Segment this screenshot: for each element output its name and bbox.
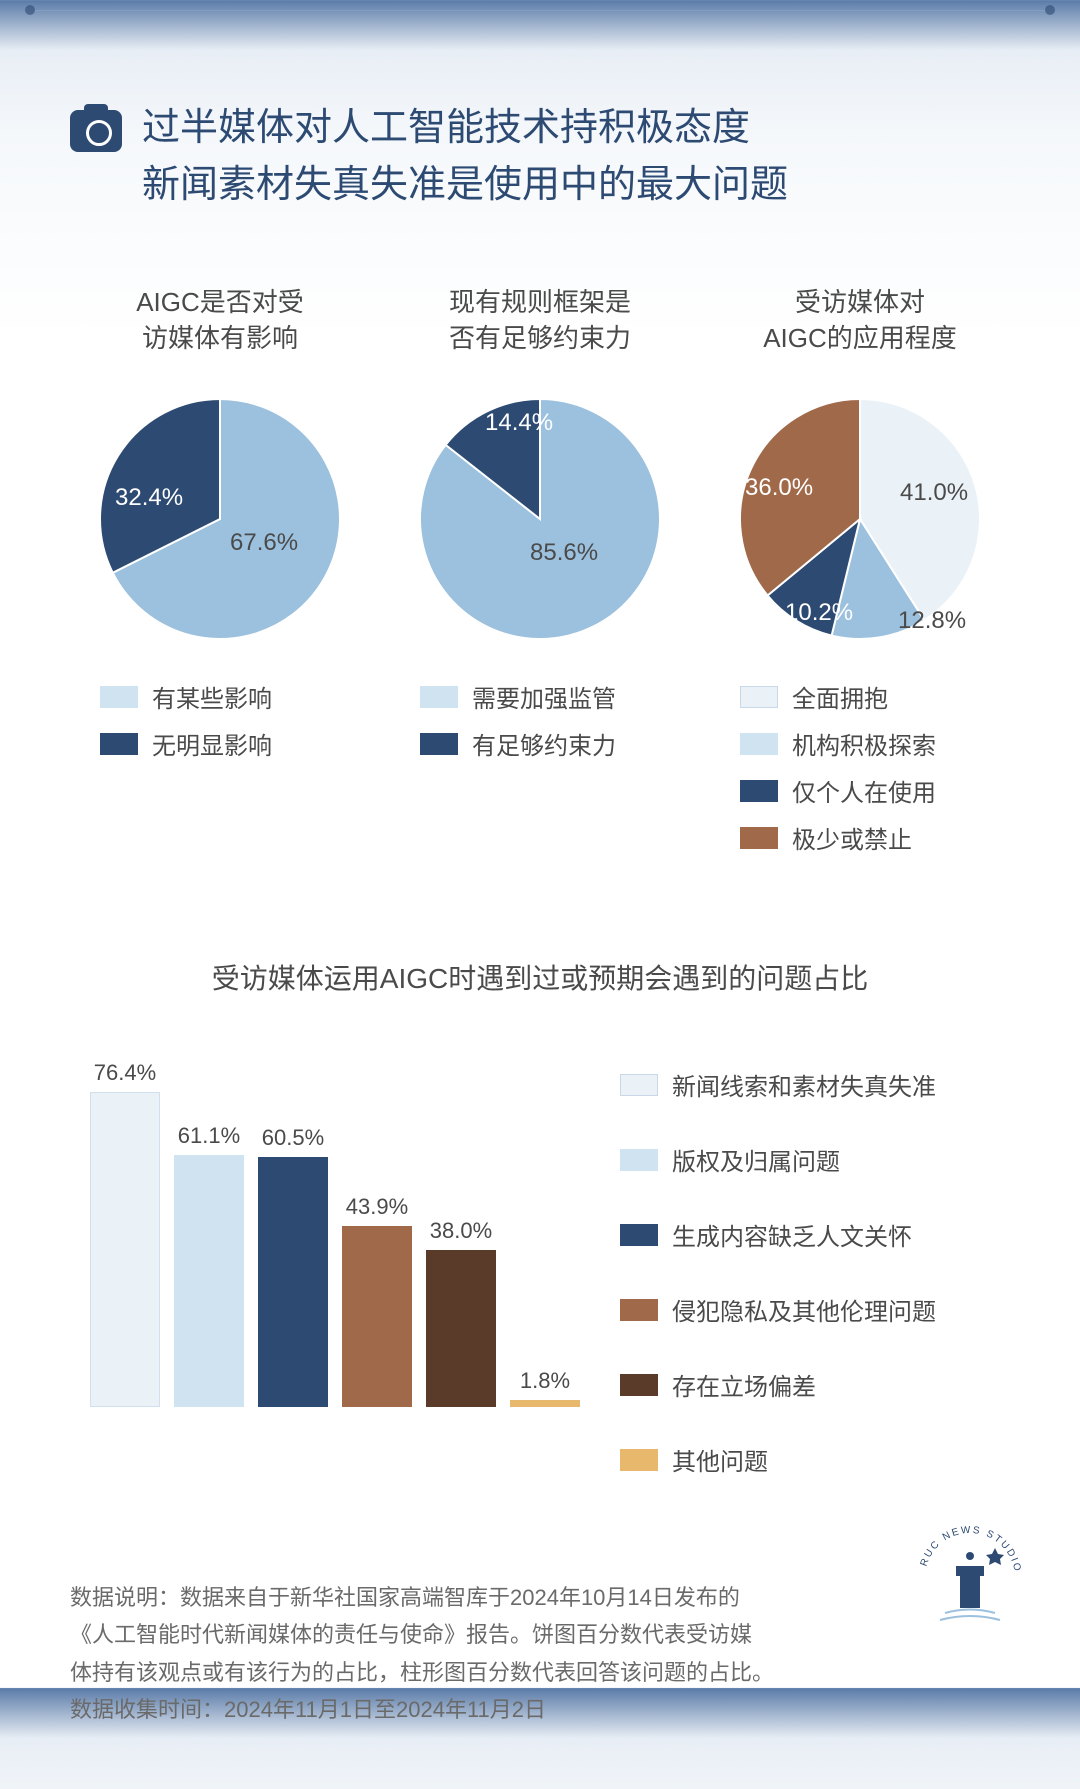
pie-slice-label: 85.6% [530, 539, 598, 567]
bar-rect [174, 1155, 244, 1407]
legend-label: 机构积极探索 [792, 726, 936, 761]
pie-slice-label: 36.0% [745, 474, 813, 502]
legend-item: 仅个人在使用 [740, 773, 1010, 808]
legend-item: 生成内容缺乏人文关怀 [620, 1217, 936, 1252]
pie-title: 受访媒体对AIGC的应用程度 [710, 284, 1010, 359]
legend-swatch [740, 780, 778, 802]
bar-value-label: 61.1% [178, 1123, 240, 1149]
pie-slice-label: 12.8% [898, 607, 966, 635]
legend-item: 机构积极探索 [740, 726, 1010, 761]
footnote-line: 数据说明：数据来自于新华社国家高端智库于2024年10月14日发布的 [70, 1579, 930, 1616]
footnote-line: 数据收集时间：2024年11月1日至2024年11月2日 [70, 1691, 930, 1728]
bar-rect [510, 1400, 580, 1407]
pie-legend: 需要加强监管有足够约束力 [390, 679, 690, 761]
bar-rect [258, 1157, 328, 1407]
legend-item: 有某些影响 [100, 679, 370, 714]
bar-column: 1.8% [510, 1368, 580, 1407]
pie-chart-1: 现有规则框架是否有足够约束力 85.6% 14.4% 需要加强监管有足够约束力 [390, 284, 690, 867]
legend-swatch [740, 733, 778, 755]
footnote-line: 《人工智能时代新闻媒体的责任与使命》报告。饼图百分数代表受访媒 [70, 1616, 930, 1653]
pie-slice-label: 67.6% [230, 529, 298, 557]
legend-swatch [620, 1074, 658, 1096]
legend-item: 存在立场偏差 [620, 1367, 936, 1402]
legend-swatch [620, 1224, 658, 1246]
bar-chart-section: 受访媒体运用AIGC时遇到过或预期会遇到的问题占比 76.4% 61.1% 60… [70, 957, 1010, 1489]
bar-chart-area: 76.4% 61.1% 60.5% 43.9% 38.0% 1.8% [70, 1047, 1010, 1489]
legend-item: 极少或禁止 [740, 820, 1010, 855]
footnote: 数据说明：数据来自于新华社国家高端智库于2024年10月14日发布的《人工智能时… [70, 1579, 930, 1729]
bar-column: 38.0% [426, 1218, 496, 1407]
legend-item: 侵犯隐私及其他伦理问题 [620, 1292, 936, 1327]
legend-label: 极少或禁止 [792, 820, 912, 855]
bar-chart-title: 受访媒体运用AIGC时遇到过或预期会遇到的问题占比 [70, 957, 1010, 997]
pie-slice-label: 14.4% [485, 409, 553, 437]
bar-chart-bars: 76.4% 61.1% 60.5% 43.9% 38.0% 1.8% [90, 1047, 580, 1407]
legend-swatch [620, 1449, 658, 1471]
top-decoration [30, 10, 1050, 40]
legend-label: 有足够约束力 [472, 726, 616, 761]
bar-chart-legend: 新闻线索和素材失真失准 版权及归属问题 生成内容缺乏人文关怀 侵犯隐私及其他伦理… [620, 1047, 936, 1489]
bar-column: 76.4% [90, 1060, 160, 1407]
title-line-1: 过半媒体对人工智能技术持积极态度 [142, 100, 788, 157]
legend-swatch [420, 686, 458, 708]
pie-slice-label: 32.4% [115, 484, 183, 512]
pie-title: AIGC是否对受访媒体有影响 [70, 284, 370, 359]
bar-rect [342, 1226, 412, 1407]
bar-column: 43.9% [342, 1194, 412, 1407]
legend-label: 全面拥抱 [792, 679, 888, 714]
legend-swatch [620, 1149, 658, 1171]
legend-label: 侵犯隐私及其他伦理问题 [672, 1292, 936, 1327]
legend-item: 版权及归属问题 [620, 1142, 936, 1177]
legend-label: 其他问题 [672, 1442, 768, 1477]
legend-label: 版权及归属问题 [672, 1142, 840, 1177]
bar-value-label: 43.9% [346, 1194, 408, 1220]
legend-item: 其他问题 [620, 1442, 936, 1477]
title-line-2: 新闻素材失真失准是使用中的最大问题 [142, 157, 788, 214]
pie-chart-0: AIGC是否对受访媒体有影响 67.6% 32.4% 有某些影响无明显影响 [70, 284, 370, 867]
legend-item: 全面拥抱 [740, 679, 1010, 714]
bar-value-label: 1.8% [520, 1368, 570, 1394]
pie-title: 现有规则框架是否有足够约束力 [390, 284, 690, 359]
bar-value-label: 38.0% [430, 1218, 492, 1244]
bar-value-label: 76.4% [94, 1060, 156, 1086]
legend-label: 生成内容缺乏人文关怀 [672, 1217, 912, 1252]
legend-item: 无明显影响 [100, 726, 370, 761]
footnote-line: 体持有该观点或有该行为的占比，柱形图百分数代表回答该问题的占比。 [70, 1654, 930, 1691]
bar-column: 61.1% [174, 1123, 244, 1407]
legend-swatch [420, 733, 458, 755]
pie-wrap: 41.0% 12.8% 10.2% 36.0% [730, 389, 990, 649]
legend-swatch [740, 686, 778, 708]
pie-chart-2: 受访媒体对AIGC的应用程度 41.0% 12.8% 10.2% 36.0% 全面拥抱… [710, 284, 1010, 867]
legend-swatch [100, 733, 138, 755]
pie-legend: 有某些影响无明显影响 [70, 679, 370, 761]
pie-wrap: 67.6% 32.4% [90, 389, 350, 649]
legend-label: 新闻线索和素材失真失准 [672, 1067, 936, 1102]
legend-label: 仅个人在使用 [792, 773, 936, 808]
legend-swatch [620, 1299, 658, 1321]
bar-rect [90, 1092, 160, 1407]
legend-item: 新闻线索和素材失真失准 [620, 1067, 936, 1102]
bar-column: 60.5% [258, 1125, 328, 1407]
legend-label: 需要加强监管 [472, 679, 616, 714]
pie-charts-row: AIGC是否对受访媒体有影响 67.6% 32.4% 有某些影响无明显影响 现有规… [70, 284, 1010, 867]
page-title: 过半媒体对人工智能技术持积极态度 新闻素材失真失准是使用中的最大问题 [142, 100, 788, 214]
camera-icon [70, 110, 122, 152]
pie-slice-label: 41.0% [900, 479, 968, 507]
legend-label: 无明显影响 [152, 726, 272, 761]
legend-item: 需要加强监管 [420, 679, 690, 714]
ruc-news-studio-logo: RUC NEWS STUDIO [910, 1518, 1030, 1638]
pie-slice-label: 10.2% [785, 599, 853, 627]
header: 过半媒体对人工智能技术持积极态度 新闻素材失真失准是使用中的最大问题 [70, 100, 1010, 214]
bar-rect [426, 1250, 496, 1407]
legend-label: 存在立场偏差 [672, 1367, 816, 1402]
pie-wrap: 85.6% 14.4% [410, 389, 670, 649]
bar-value-label: 60.5% [262, 1125, 324, 1151]
legend-swatch [620, 1374, 658, 1396]
legend-swatch [100, 686, 138, 708]
pie-legend: 全面拥抱机构积极探索仅个人在使用极少或禁止 [710, 679, 1010, 855]
legend-swatch [740, 827, 778, 849]
legend-item: 有足够约束力 [420, 726, 690, 761]
legend-label: 有某些影响 [152, 679, 272, 714]
